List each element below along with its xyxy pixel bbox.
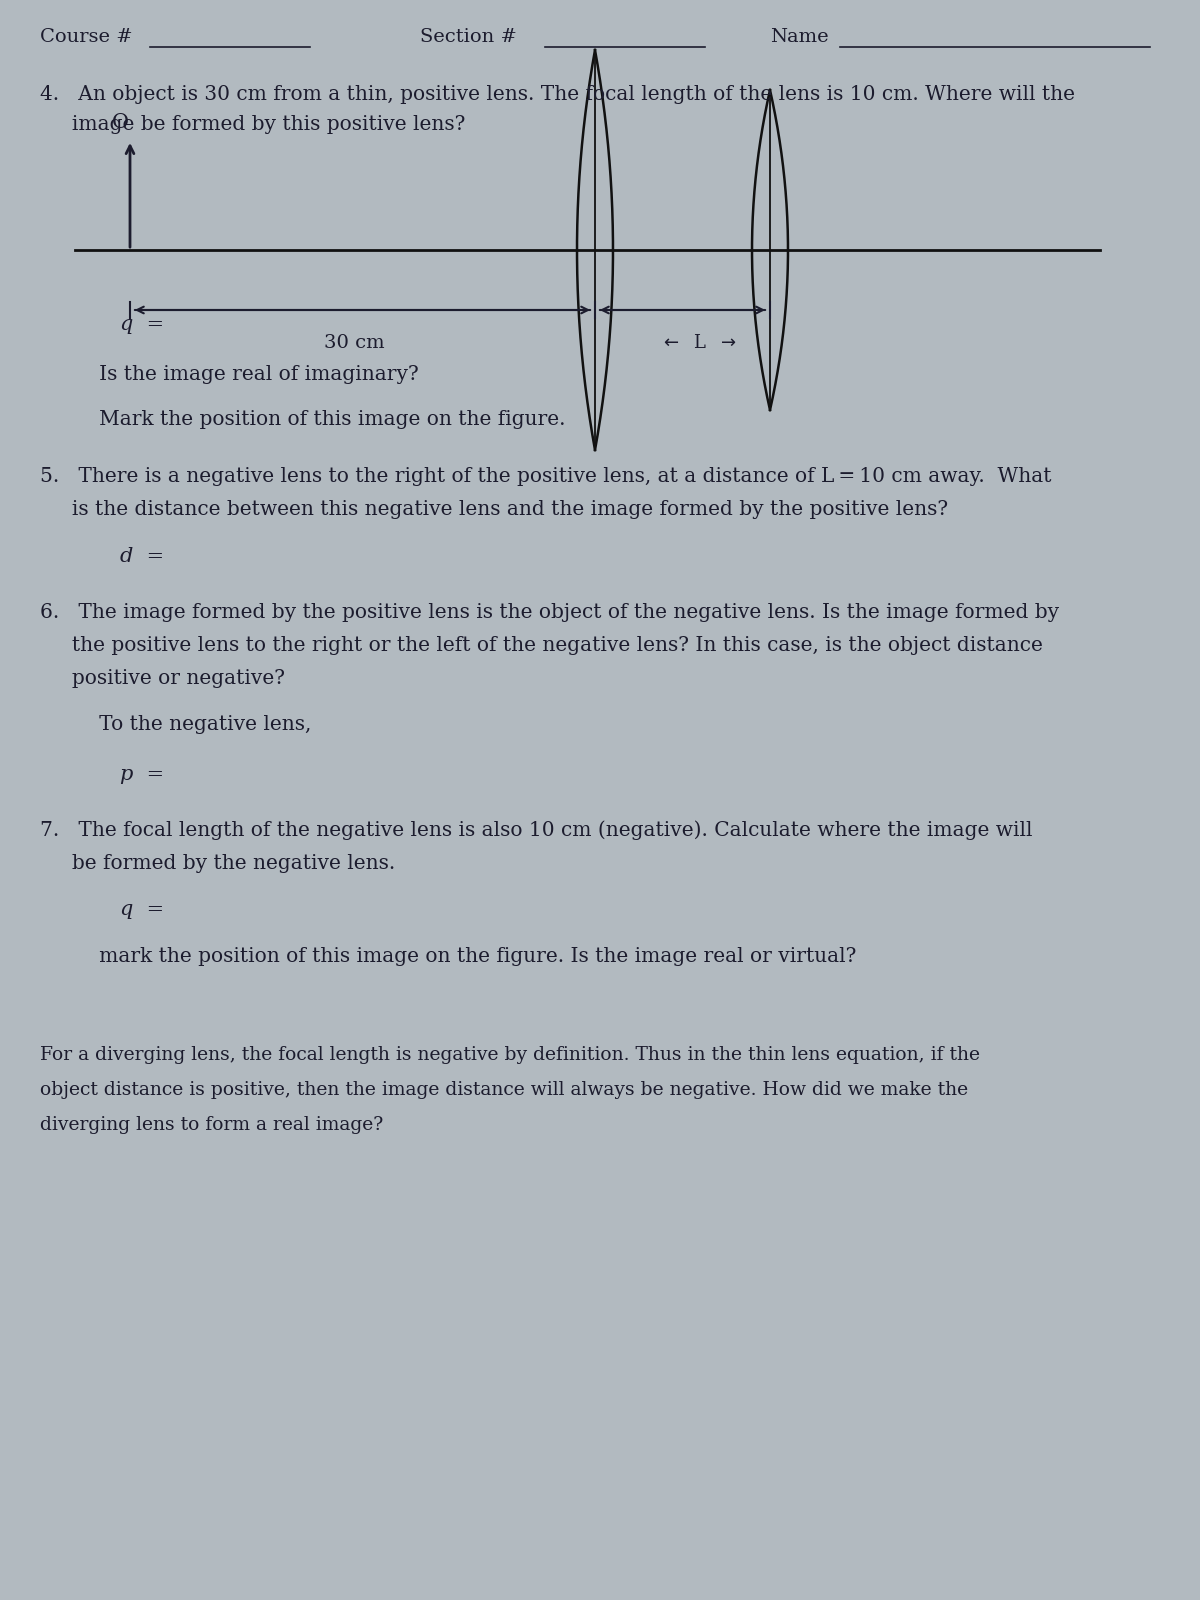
Text: $\leftarrow$  L  $\rightarrow$: $\leftarrow$ L $\rightarrow$ — [660, 334, 737, 352]
Text: For a diverging lens, the focal length is negative by definition. Thus in the th: For a diverging lens, the focal length i… — [40, 1046, 980, 1064]
Text: q  =: q = — [120, 899, 164, 918]
Text: Section #: Section # — [420, 27, 517, 46]
Text: O: O — [112, 114, 130, 133]
Text: object distance is positive, then the image distance will always be negative. Ho: object distance is positive, then the im… — [40, 1082, 968, 1099]
Text: is the distance between this negative lens and the image formed by the positive : is the distance between this negative le… — [40, 499, 948, 518]
Text: 6.   The image formed by the positive lens is the object of the negative lens. I: 6. The image formed by the positive lens… — [40, 603, 1060, 622]
Text: d  =: d = — [120, 547, 164, 566]
Text: Mark the position of this image on the figure.: Mark the position of this image on the f… — [80, 410, 565, 429]
Text: Name: Name — [770, 27, 829, 46]
Text: 4.   An object is 30 cm from a thin, positive lens. The focal length of the lens: 4. An object is 30 cm from a thin, posit… — [40, 85, 1075, 104]
Text: the positive lens to the right or the left of the negative lens? In this case, i: the positive lens to the right or the le… — [40, 635, 1043, 654]
Text: q  =: q = — [120, 315, 164, 334]
Text: diverging lens to form a real image?: diverging lens to form a real image? — [40, 1117, 383, 1134]
Text: image be formed by this positive lens?: image be formed by this positive lens? — [40, 115, 466, 134]
Text: Course #: Course # — [40, 27, 133, 46]
Text: 30 cm: 30 cm — [324, 334, 385, 352]
Text: To the negative lens,: To the negative lens, — [80, 715, 311, 734]
Text: 7.   The focal length of the negative lens is also 10 cm (negative). Calculate w: 7. The focal length of the negative lens… — [40, 821, 1032, 840]
Text: 5.   There is a negative lens to the right of the positive lens, at a distance o: 5. There is a negative lens to the right… — [40, 467, 1051, 486]
Text: p  =: p = — [120, 765, 164, 784]
Text: positive or negative?: positive or negative? — [40, 669, 286, 688]
Text: be formed by the negative lens.: be formed by the negative lens. — [40, 854, 395, 874]
Text: Is the image real of imaginary?: Is the image real of imaginary? — [80, 365, 419, 384]
Text: mark the position of this image on the figure. Is the image real or virtual?: mark the position of this image on the f… — [80, 947, 857, 966]
